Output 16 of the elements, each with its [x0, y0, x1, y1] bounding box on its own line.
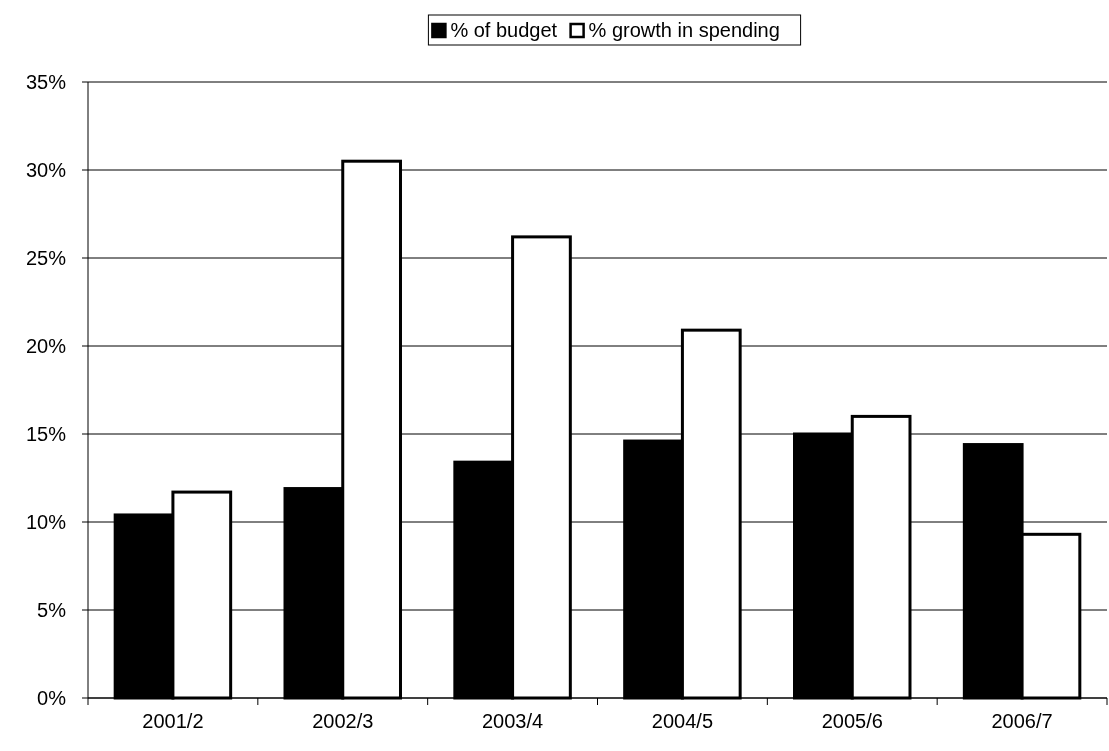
y-tick-label: 5% [37, 599, 67, 621]
x-tick-label: 2003/4 [482, 710, 544, 732]
x-tick-label: 2002/3 [312, 710, 374, 732]
y-tick-label: 20% [25, 335, 67, 357]
y-tick-label: 35% [25, 71, 67, 93]
y-tick-label: 0% [37, 687, 67, 709]
x-tick-label: 2006/7 [991, 710, 1053, 732]
y-tick-label: 10% [25, 511, 67, 533]
legend-label: % of budget [450, 19, 558, 41]
x-tick-label: 2001/2 [142, 710, 204, 732]
y-tick-label: 15% [25, 423, 67, 445]
y-tick-label: 25% [25, 247, 67, 269]
x-tick-label: 2004/5 [651, 710, 713, 732]
y-tick-label: 30% [25, 159, 67, 181]
legend-label: % growth in spending [588, 19, 780, 41]
x-tick-label: 2005/6 [821, 710, 883, 732]
